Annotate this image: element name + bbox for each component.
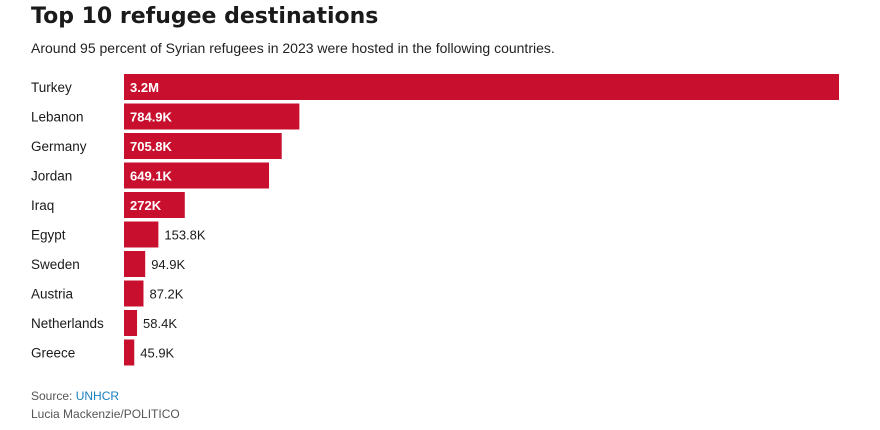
category-label: Austria xyxy=(31,287,74,302)
category-label: Sweden xyxy=(31,257,80,272)
bar xyxy=(124,251,146,277)
category-label: Lebanon xyxy=(31,110,84,125)
category-label: Iraq xyxy=(31,198,54,213)
value-label: 153.8K xyxy=(164,228,206,243)
value-label: 87.2K xyxy=(149,287,183,302)
source-label: Source: xyxy=(31,389,73,403)
source-line: Source: UNHCR xyxy=(31,389,119,403)
value-label: 3.2M xyxy=(130,80,159,95)
category-label: Egypt xyxy=(31,228,66,243)
value-label: 94.9K xyxy=(151,257,185,272)
category-label: Greece xyxy=(31,346,75,361)
value-label: 784.9K xyxy=(130,110,173,125)
value-label: 58.4K xyxy=(143,316,177,331)
bar xyxy=(124,162,270,189)
value-label: 705.8K xyxy=(130,139,173,154)
source-link[interactable]: UNHCR xyxy=(75,389,120,403)
bar xyxy=(124,74,839,100)
bar xyxy=(124,133,282,159)
bar xyxy=(124,103,300,130)
chart-title: Top 10 refugee destinations xyxy=(31,4,379,29)
chart-subtitle: Around 95 percent of Syrian refugees in … xyxy=(31,40,555,56)
bar xyxy=(124,192,185,218)
value-label: 45.9K xyxy=(140,346,174,361)
bar xyxy=(124,221,159,248)
category-label: Netherlands xyxy=(31,316,104,331)
value-label: 649.1K xyxy=(130,169,173,184)
bar xyxy=(124,339,135,366)
category-label: Germany xyxy=(31,139,87,154)
bar-chart: Turkey 3.2M Lebanon 784.9K Germany 705.8K Jord… xyxy=(31,74,839,366)
bar xyxy=(124,310,138,336)
category-label: Jordan xyxy=(31,169,72,184)
category-label: Turkey xyxy=(31,80,72,95)
value-label: 272K xyxy=(130,198,162,213)
bar xyxy=(124,280,144,307)
credit-line: Lucia Mackenzie/POLITICO xyxy=(31,407,180,421)
